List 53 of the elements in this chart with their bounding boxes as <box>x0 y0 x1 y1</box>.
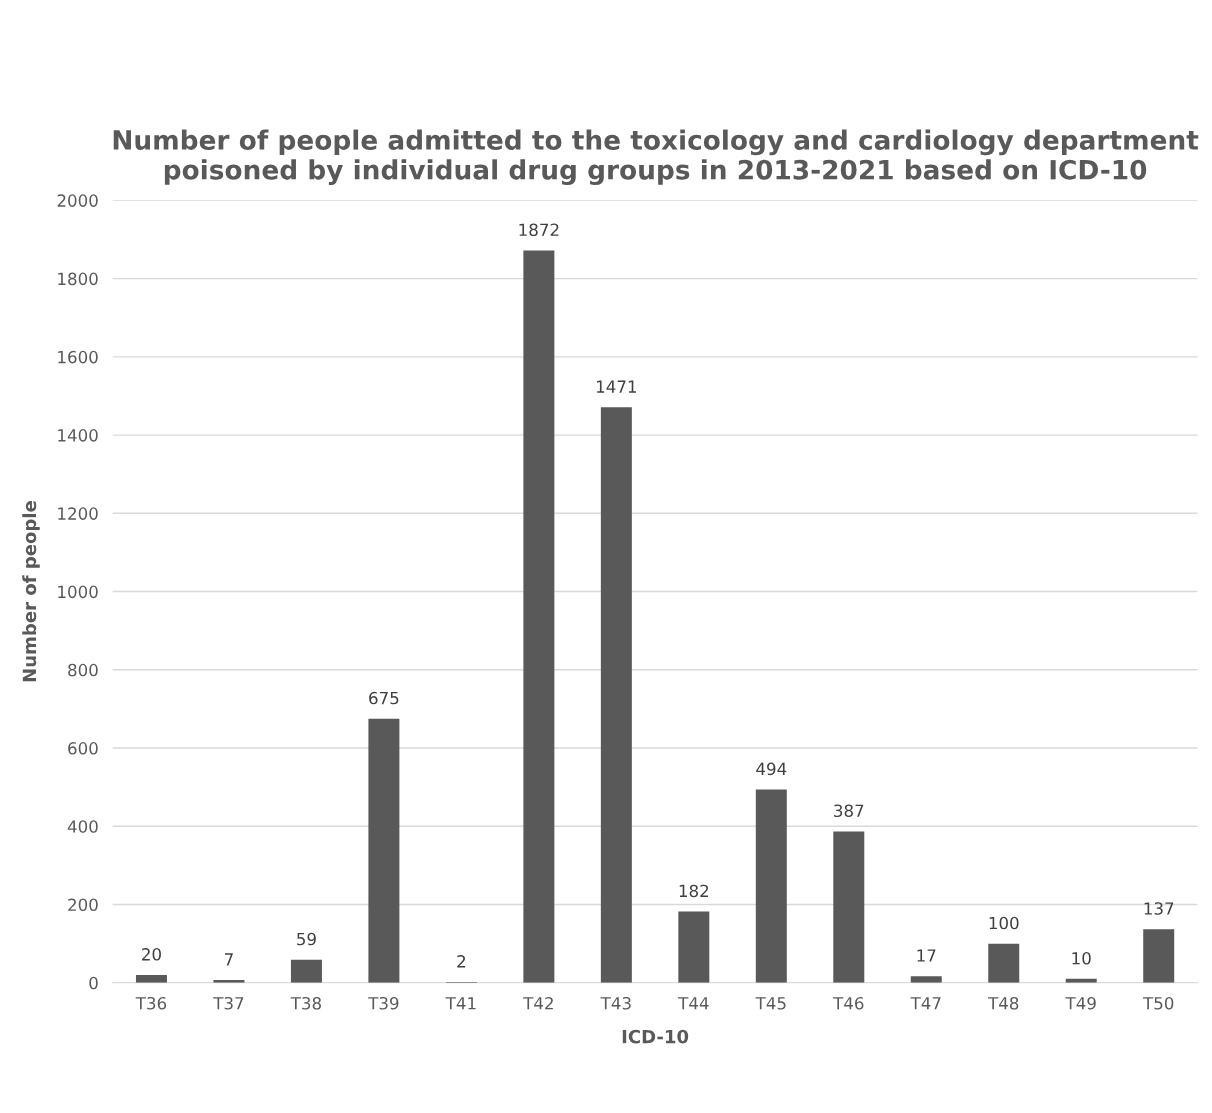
y-tick-label: 800 <box>68 663 98 677</box>
x-axis-title: ICD-10 <box>622 1029 689 1044</box>
x-tick-label: T50 <box>1142 996 1174 1010</box>
bar <box>1143 929 1175 983</box>
x-tick-label: T44 <box>678 997 709 1010</box>
bar <box>755 789 787 983</box>
bar <box>290 959 322 983</box>
data-label: 20 <box>142 948 161 961</box>
data-label: 2 <box>457 955 466 968</box>
data-label: 100 <box>989 916 1019 930</box>
x-tick-label: T41 <box>445 997 476 1010</box>
x-tick-label: T38 <box>290 996 321 1010</box>
x-tick-label: T47 <box>910 997 941 1010</box>
bar <box>135 974 167 983</box>
data-label: 7 <box>225 953 233 966</box>
y-tick-label: 1600 <box>58 350 98 364</box>
data-label: 137 <box>1144 902 1174 915</box>
bar <box>833 831 865 983</box>
x-tick-label: T46 <box>833 996 864 1010</box>
x-tick-label: T37 <box>213 996 244 1010</box>
y-tick-label: 400 <box>67 820 98 833</box>
x-tick-label: T49 <box>1065 996 1096 1010</box>
y-tick-label: 2000 <box>57 194 98 207</box>
x-tick-label: T42 <box>523 996 553 1010</box>
y-tick-label: 1200 <box>58 507 98 520</box>
bar <box>368 718 400 983</box>
y-tick-label: 0 <box>89 976 98 990</box>
y-tick-label: 1000 <box>58 585 98 599</box>
x-tick-label: T39 <box>368 996 399 1010</box>
data-label: 17 <box>917 949 936 962</box>
data-label: 10 <box>1072 951 1091 965</box>
data-label: 387 <box>834 804 864 818</box>
x-tick-label: T48 <box>988 996 1019 1010</box>
data-label: 1471 <box>596 380 637 393</box>
bar <box>523 250 555 983</box>
bar <box>910 976 942 983</box>
bar <box>678 911 710 983</box>
x-tick-label: T43 <box>600 996 631 1010</box>
chart-title: Number of people admitted to the toxicology and cardiology department poisoned by individual drug groups in 2013-2021 based on ICD-10 <box>113 129 1199 186</box>
y-tick-label: 1800 <box>58 272 98 286</box>
data-label: 675 <box>369 691 399 705</box>
x-tick-label: T45 <box>755 997 786 1010</box>
y-tick-label: 200 <box>68 898 98 912</box>
bar <box>600 407 632 983</box>
bar <box>988 943 1020 983</box>
x-tick-label: T36 <box>135 996 167 1010</box>
y-tick-label: 600 <box>68 742 98 755</box>
data-label: 1872 <box>519 223 559 237</box>
y-axis-title: Number of people <box>22 501 40 682</box>
data-label: 494 <box>756 762 787 776</box>
y-tick-label: 1400 <box>58 429 98 442</box>
data-label: 182 <box>679 884 709 898</box>
data-label: 59 <box>297 932 316 946</box>
